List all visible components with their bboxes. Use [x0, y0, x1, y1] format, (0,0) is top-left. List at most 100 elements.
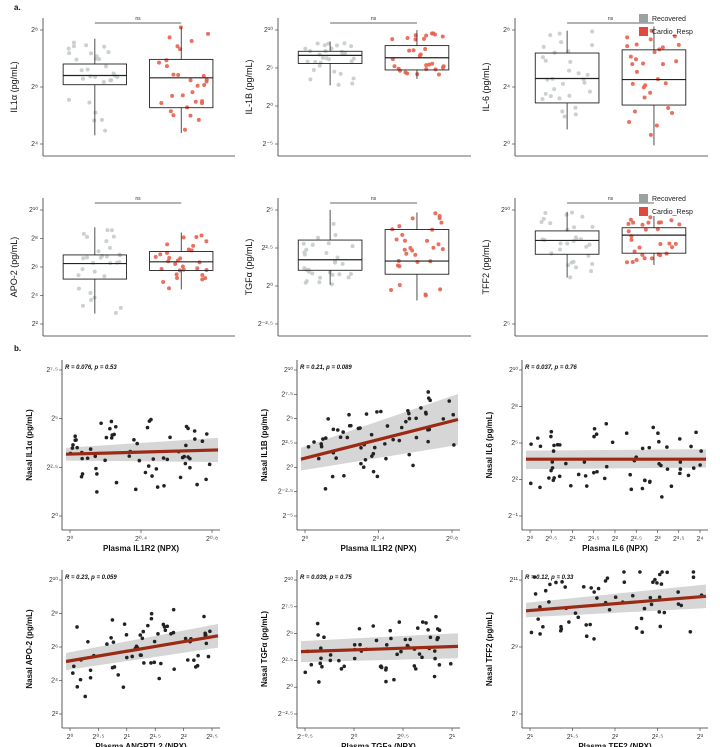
x-tick-label: 2⁰·⁸ — [446, 535, 458, 543]
data-point — [433, 211, 438, 216]
data-point — [543, 210, 548, 215]
y-tick-label: 2¹⁰ — [264, 26, 273, 34]
data-point — [337, 272, 342, 277]
data-point — [330, 474, 335, 479]
data-point — [183, 461, 188, 466]
scatter-panel-IL1B_IL1R2: R = 0.21, p = 0.089 2⁻⁵ 2⁻²·⁵ 2⁰ 2²·⁵ 2⁵ 2⁷·⁵ 2… — [260, 360, 460, 553]
data-point — [99, 117, 104, 122]
x-tick-label: 2⁰·⁴ — [372, 535, 384, 543]
data-point — [379, 409, 383, 414]
data-point — [676, 42, 681, 47]
data-point — [624, 260, 629, 265]
data-point — [189, 38, 194, 43]
data-point — [138, 633, 143, 637]
data-point — [647, 445, 652, 450]
data-point — [548, 33, 553, 38]
scatter-panel-IL1a_IL1R2: R = 0.076, p = 0.53 2⁰ 2²·⁵ 2⁵ 2⁷·⁵ 2⁰ 2⁰·⁴ 2⁰·… — [25, 360, 220, 553]
data-point — [605, 576, 610, 580]
data-point — [641, 61, 646, 66]
data-point — [411, 463, 415, 468]
data-point — [85, 67, 90, 72]
y-tick-label: 2²·⁵ — [262, 245, 274, 252]
y-axis-label: Nasal IL6 (pg/mL) — [485, 411, 494, 478]
panel-label-a: a. — [14, 3, 21, 12]
legend-swatch — [639, 14, 648, 23]
data-point — [369, 432, 374, 437]
data-point — [347, 412, 351, 417]
box-group-Recovered — [297, 41, 363, 87]
correlation-stat: R = 0.12, p = 0.33 — [525, 575, 574, 581]
data-point — [613, 595, 618, 600]
data-point — [596, 586, 601, 591]
data-point — [71, 40, 76, 45]
data-point — [447, 399, 452, 403]
data-point — [640, 630, 645, 635]
data-point — [557, 31, 562, 36]
data-point — [316, 633, 320, 637]
y-tick-label: 2⁰ — [266, 102, 273, 110]
data-point — [584, 484, 589, 488]
data-point — [592, 434, 596, 439]
data-point — [679, 603, 684, 608]
data-point — [79, 68, 84, 73]
data-point — [665, 570, 669, 575]
data-point — [88, 298, 93, 303]
data-point — [319, 444, 324, 449]
data-point — [543, 588, 548, 593]
data-point — [404, 251, 409, 256]
data-point — [403, 637, 408, 642]
data-point — [204, 477, 208, 482]
data-point — [326, 241, 331, 246]
data-point — [653, 577, 657, 582]
y-tick-label: 2⁻²·⁵ — [278, 489, 293, 496]
data-point — [384, 643, 389, 647]
data-point — [122, 622, 127, 626]
data-point — [557, 474, 562, 479]
correlation-stat: R = 0.039, p = 0.75 — [300, 575, 352, 581]
x-tick-label: 2³ — [697, 734, 704, 741]
data-point — [114, 260, 119, 265]
y-tick-label: 2¹⁰ — [284, 366, 293, 374]
data-point — [448, 661, 453, 666]
data-point — [320, 55, 325, 60]
data-point — [206, 31, 211, 36]
legend-swatch — [639, 194, 648, 203]
data-point — [159, 101, 164, 106]
data-point — [432, 674, 437, 679]
data-point — [70, 446, 75, 450]
data-point — [580, 214, 585, 219]
data-point — [660, 495, 664, 499]
data-point — [338, 71, 343, 76]
data-point — [385, 424, 390, 428]
y-tick-label: 2⁵ — [511, 440, 518, 447]
data-point — [349, 59, 354, 64]
data-point — [541, 624, 545, 629]
data-point — [371, 624, 376, 628]
data-point — [643, 227, 648, 232]
data-point — [660, 45, 665, 50]
data-point — [420, 620, 425, 624]
x-tick-label: 2¹·⁵ — [149, 734, 161, 741]
data-point — [103, 128, 108, 133]
data-point — [342, 473, 346, 478]
data-point — [195, 83, 200, 88]
x-tick-label: 2³ — [654, 536, 661, 543]
data-point — [107, 245, 112, 250]
confidence-band — [66, 437, 218, 462]
data-point — [547, 476, 551, 480]
data-point — [147, 419, 152, 423]
data-point — [341, 430, 345, 434]
data-point — [649, 602, 654, 607]
data-point — [541, 44, 546, 49]
data-point — [142, 661, 146, 665]
data-point — [83, 694, 88, 699]
box-group-Cardio_Resp — [384, 30, 450, 79]
data-point — [587, 89, 592, 94]
data-point — [548, 582, 552, 587]
data-point — [141, 629, 146, 634]
data-point — [170, 93, 175, 98]
data-point — [634, 258, 639, 263]
data-point — [557, 96, 562, 101]
data-point — [423, 410, 428, 415]
x-tick-label: 2⁻⁰·⁵ — [297, 733, 313, 741]
